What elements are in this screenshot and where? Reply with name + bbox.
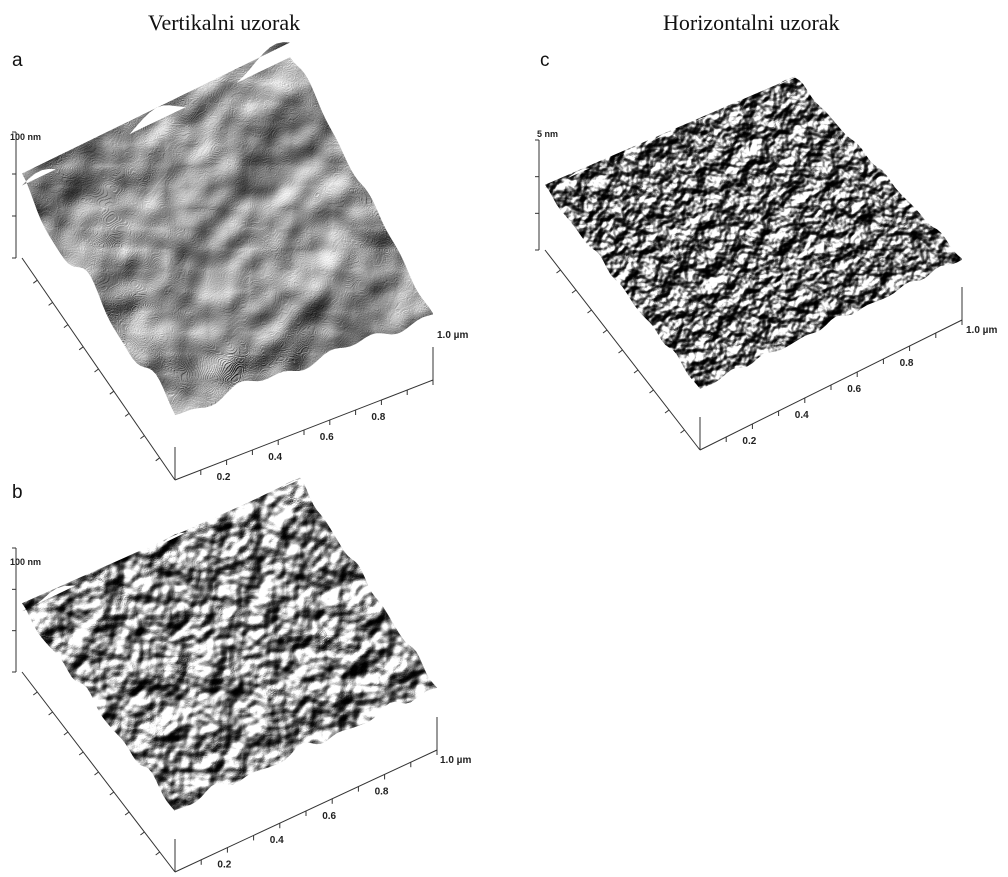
axis-tick-label: 0.4 [795,410,809,421]
x-axis-tick [109,390,115,395]
axis-tick-label: 0.6 [847,384,861,395]
afm-panel-a: 100 nm 0.2 0.4 0.6 0.8 1.0 µm [10,42,468,483]
axis-end-label: 1.0 µm [437,330,468,341]
axis-tick-label: 0.4 [268,452,282,463]
side-wall-left [545,184,700,451]
afm-panel-c: 5 nm 0.2 0.4 0.6 0.8 1.0 µm [535,76,997,451]
column-title-vertical: Vertikalni uzorak [148,10,301,35]
x-axis-tick [587,309,592,314]
x-axis-tick [109,791,115,796]
x-axis-tick [140,435,145,440]
x-axis-tick [124,412,130,417]
panel-letter-c: c [540,50,550,71]
axis-end-label: 1.0 µm [440,755,471,766]
x-axis-tick [571,289,577,294]
side-wall-left [22,603,175,872]
z-axis-label: 100 nm [10,557,41,567]
x-axis-tick [602,329,608,334]
x-axis-tick [63,324,69,329]
x-axis-tick [32,279,38,284]
z-axis-label: 100 nm [10,132,41,142]
x-axis-tick [649,389,654,394]
x-axis-tick [78,346,84,351]
axis-tick-label: 0.2 [217,472,231,483]
axis-tick-label: 0.6 [320,432,334,443]
afm-panel-b: 100 nm 0.2 0.4 0.6 0.8 1.0 µm [10,477,471,873]
x-axis-tick [94,771,99,776]
axis-tick-label: 0.8 [375,786,389,797]
side-wall-right [700,259,962,450]
axis-tick-label: 0.4 [270,835,284,846]
x-axis-tick [155,457,160,462]
axis-tick-label: 0.8 [900,358,914,369]
x-axis-tick [78,751,84,756]
panel-letter-b: b [12,482,23,503]
x-axis-tick [140,831,145,836]
column-title-horizontal: Horizontalni uzorak [663,10,840,35]
x-axis-tick [618,349,623,354]
x-axis-tick [664,409,670,414]
x-axis-tick [124,811,130,816]
x-axis-tick [155,851,160,856]
axis-tick-label: 0.8 [371,412,385,423]
x-axis-tick [556,269,561,274]
height-map-surface [545,76,962,389]
side-wall-right [175,687,437,872]
x-axis-tick [680,429,685,434]
x-axis-tick [48,301,53,306]
axis-tick-label: 0.2 [217,860,231,871]
side-wall-right [175,314,433,480]
side-wall-left [22,173,175,480]
axis-end-label: 1.0 µm [966,325,997,336]
x-axis-tick [94,368,99,373]
axis-tick-label: 0.2 [742,436,756,447]
x-axis-tick [63,731,69,736]
z-axis-label: 5 nm [537,129,558,139]
x-axis-tick [48,711,53,716]
axis-tick-label: 0.6 [322,811,336,822]
x-axis-tick [32,691,38,696]
x-axis-tick [633,369,639,374]
panel-letter-a: a [12,50,23,71]
